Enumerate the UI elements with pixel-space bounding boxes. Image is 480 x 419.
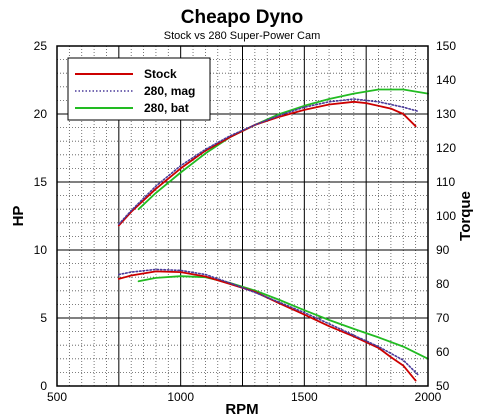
y-tick-label: 10 (34, 243, 48, 257)
plot-frame (56, 45, 429, 387)
x-tick-label: 2000 (415, 390, 442, 404)
x-tick-label: 1500 (291, 390, 318, 404)
y-tick-label: 15 (34, 175, 48, 189)
legend-box (67, 57, 211, 121)
legend-label: 280, mag (144, 84, 195, 98)
y2-tick-labels: 50 60 70 80 90 100 110 120 130 140 150 (436, 39, 456, 393)
y2-tick-label: 130 (436, 107, 456, 121)
legend-label: Stock (144, 67, 177, 81)
legend: Stock 280, mag 280, bat (67, 57, 211, 121)
y2-tick-label: 60 (436, 345, 450, 359)
y-tick-labels: 0 5 10 15 20 25 (34, 39, 48, 393)
torque-curve-280-bat (137, 275, 429, 360)
chart-subtitle: Stock vs 280 Super-Power Cam (164, 30, 321, 42)
y2-tick-label: 80 (436, 277, 450, 291)
y-tick-label: 0 (40, 379, 47, 393)
hp-curve-280-bat (137, 88, 429, 211)
y2-tick-label: 140 (436, 73, 456, 87)
y-axis-label: HP (10, 206, 27, 227)
y2-tick-label: 50 (436, 379, 450, 393)
y-tick-label: 5 (40, 311, 47, 325)
curves (117, 88, 429, 382)
y2-axis-label: Torque (457, 191, 474, 241)
torque-curve-280-mag (118, 268, 419, 376)
y2-tick-label: 90 (436, 243, 450, 257)
x-tick-label: 500 (47, 390, 67, 404)
y-tick-label: 20 (34, 107, 48, 121)
x-axis-label: RPM (225, 401, 258, 418)
x-tick-labels: 500 1000 1500 2000 (47, 390, 442, 404)
chart-title: Cheapo Dyno (181, 7, 303, 28)
hp-curve-stock (117, 100, 417, 227)
y-tick-label: 25 (34, 39, 48, 53)
y2-tick-label: 70 (436, 311, 450, 325)
x-tick-label: 1000 (167, 390, 194, 404)
y2-tick-label: 100 (436, 209, 456, 223)
y2-tick-label: 110 (436, 175, 455, 189)
legend-label: 280, bat (144, 101, 189, 115)
torque-curve-stock (117, 270, 417, 382)
y2-tick-label: 120 (436, 141, 456, 155)
y2-tick-label: 150 (436, 39, 456, 53)
hp-curve-280-mag (118, 98, 419, 225)
